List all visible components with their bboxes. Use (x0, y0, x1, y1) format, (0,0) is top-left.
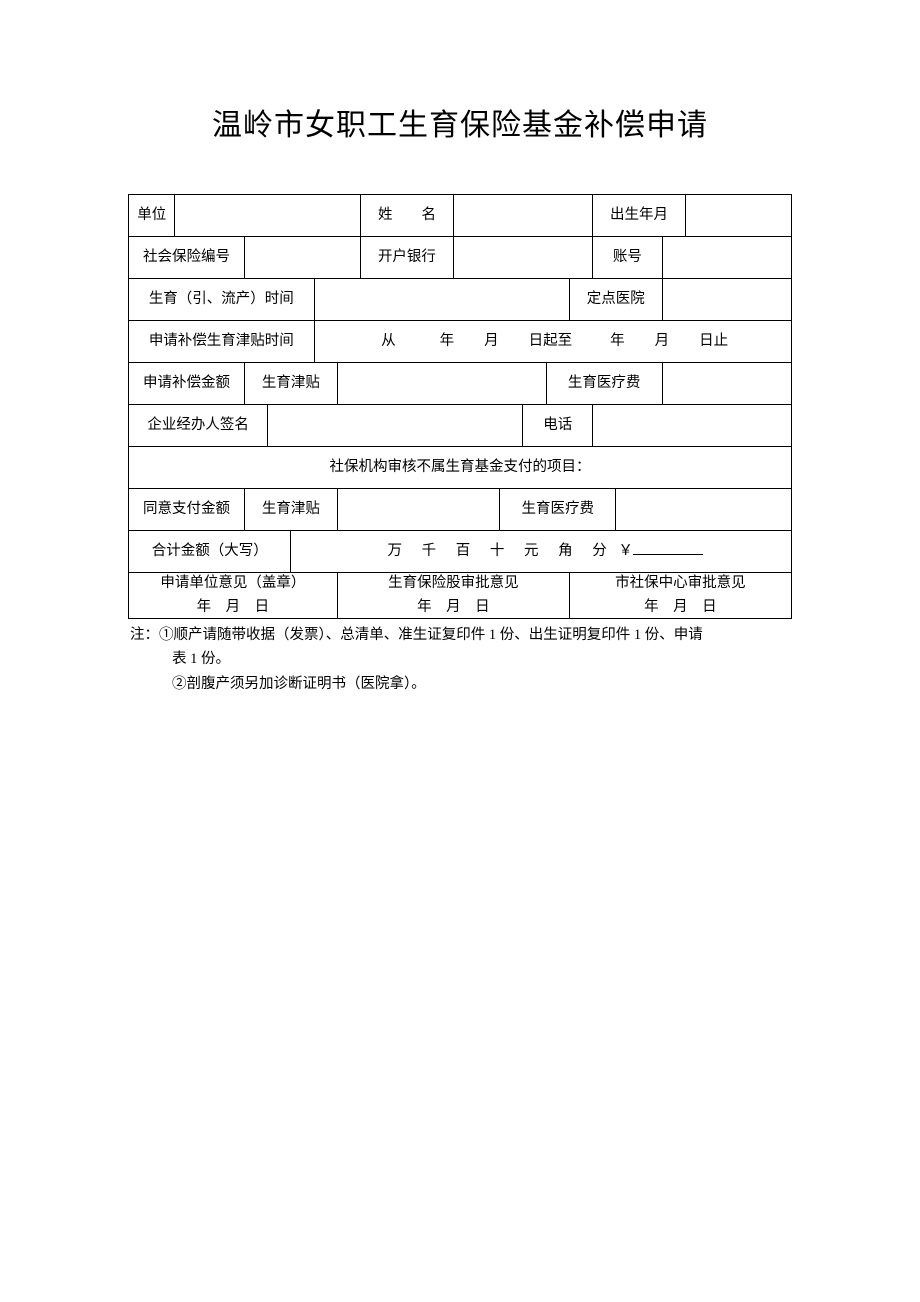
label-total: 合计金额（大写） (129, 531, 291, 573)
label-unit: 单位 (129, 195, 175, 237)
sig-center-date: 年 月 日 (570, 597, 791, 617)
page: 温岭市女职工生育保险基金补偿申请 单位 姓 名 出生年月 社会保险编号 (0, 0, 920, 1302)
sig-insurance-date: 年 月 日 (338, 597, 569, 617)
label-ssn: 社会保险编号 (129, 237, 245, 279)
value-name[interactable] (453, 195, 592, 237)
sig-unit[interactable]: 申请单位意见（盖章） 年 月 日 (129, 573, 338, 619)
value-agree-medical[interactable] (616, 489, 792, 531)
row-agree-amount: 同意支付金额 生育津贴 生育医疗费 (129, 489, 792, 531)
label-name: 姓 名 (361, 195, 454, 237)
value-bank[interactable] (453, 237, 592, 279)
value-allowance[interactable] (337, 363, 546, 405)
sig-insurance[interactable]: 生育保险股审批意见 年 月 日 (337, 573, 569, 619)
value-period[interactable]: 从年月日起至年月日止 (314, 321, 791, 363)
value-birth-time[interactable] (314, 279, 569, 321)
review-items[interactable]: 社保机构审核不属生育基金支付的项目： (129, 447, 792, 489)
value-phone[interactable] (593, 405, 792, 447)
row-birth-time: 生育（引、流产）时间 定点医院 (129, 279, 792, 321)
sig-unit-date: 年 月 日 (129, 597, 337, 617)
value-account[interactable] (662, 237, 791, 279)
row-signer: 企业经办人签名 电话 (129, 405, 792, 447)
application-form-table: 单位 姓 名 出生年月 社会保险编号 开户银行 账号 生育（引、流产）时间 定点… (128, 194, 792, 619)
row-claim-amount: 申请补偿金额 生育津贴 生育医疗费 (129, 363, 792, 405)
label-signer: 企业经办人签名 (129, 405, 268, 447)
label-agree-allowance: 生育津贴 (245, 489, 338, 531)
value-ssn[interactable] (245, 237, 361, 279)
label-allowance: 生育津贴 (245, 363, 338, 405)
label-account: 账号 (593, 237, 663, 279)
label-birth: 出生年月 (593, 195, 686, 237)
value-hospital[interactable] (662, 279, 791, 321)
value-medical[interactable] (662, 363, 791, 405)
label-medical: 生育医疗费 (546, 363, 662, 405)
value-signer[interactable] (268, 405, 523, 447)
value-total[interactable]: 万 千 百 十 元 角 分 ￥ (291, 531, 792, 573)
row-ssn: 社会保险编号 开户银行 账号 (129, 237, 792, 279)
notes: 注：①顺产请随带收据（发票）、总清单、准生证复印件 1 份、出生证明复印件 1 … (128, 623, 792, 697)
row-total: 合计金额（大写） 万 千 百 十 元 角 分 ￥ (129, 531, 792, 573)
row-period: 申请补偿生育津贴时间 从年月日起至年月日止 (129, 321, 792, 363)
row-unit: 单位 姓 名 出生年月 (129, 195, 792, 237)
amount-underline (633, 554, 703, 555)
value-agree-allowance[interactable] (337, 489, 499, 531)
label-agree-medical: 生育医疗费 (500, 489, 616, 531)
label-bank: 开户银行 (361, 237, 454, 279)
row-review: 社保机构审核不属生育基金支付的项目： (129, 447, 792, 489)
row-signatures: 申请单位意见（盖章） 年 月 日 生育保险股审批意见 年 月 日 市社保中心审批… (129, 573, 792, 619)
value-birth[interactable] (685, 195, 791, 237)
document-title: 温岭市女职工生育保险基金补偿申请 (128, 100, 792, 144)
label-phone: 电话 (523, 405, 593, 447)
label-claim-amount: 申请补偿金额 (129, 363, 245, 405)
label-hospital: 定点医院 (569, 279, 662, 321)
sig-center[interactable]: 市社保中心审批意见 年 月 日 (569, 573, 791, 619)
value-unit[interactable] (175, 195, 361, 237)
label-period: 申请补偿生育津贴时间 (129, 321, 315, 363)
label-birth-time: 生育（引、流产）时间 (129, 279, 315, 321)
label-agree-amount: 同意支付金额 (129, 489, 245, 531)
